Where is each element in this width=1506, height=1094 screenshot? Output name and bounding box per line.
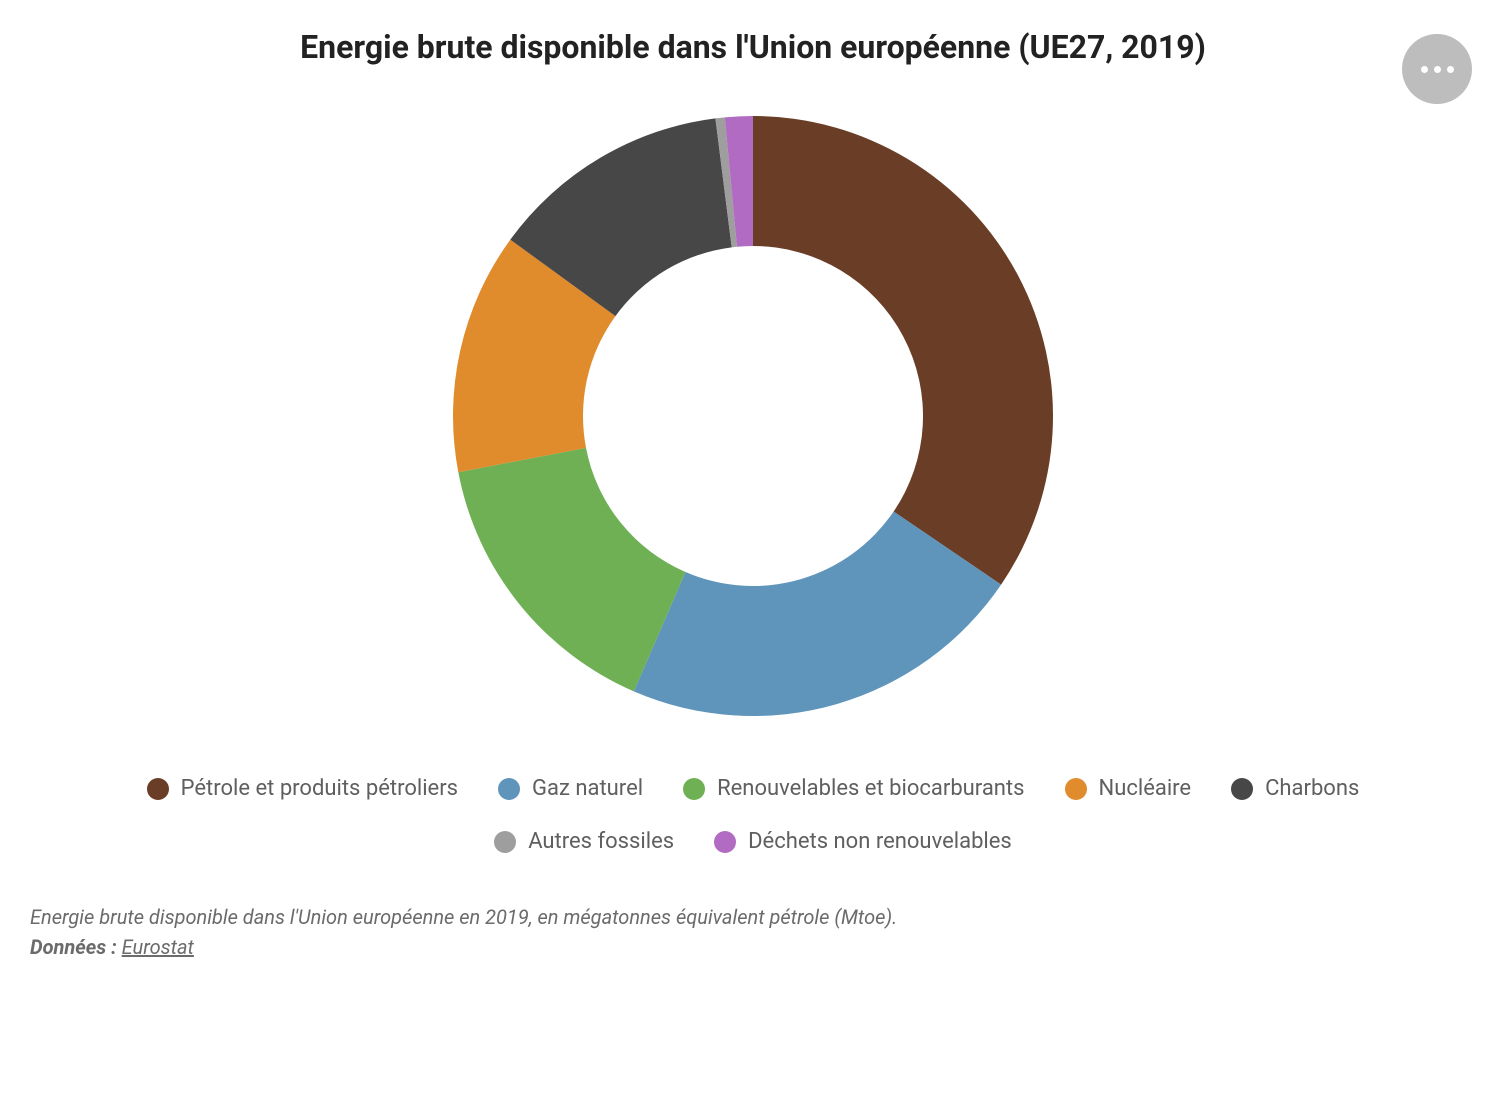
legend-swatch	[1231, 778, 1253, 800]
legend-label: Renouvelables et biocarburants	[717, 776, 1024, 801]
donut-slice[interactable]	[753, 116, 1053, 585]
legend-swatch	[498, 778, 520, 800]
chart-title: Energie brute disponible dans l'Union eu…	[0, 0, 1506, 66]
legend-item[interactable]: Déchets non renouvelables	[714, 829, 1012, 854]
caption: Energie brute disponible dans l'Union eu…	[0, 902, 1506, 992]
ellipsis-icon	[1421, 66, 1428, 73]
source-label: Données :	[30, 935, 122, 959]
legend-label: Gaz naturel	[532, 776, 643, 801]
more-options-button[interactable]	[1402, 34, 1472, 104]
ellipsis-icon	[1434, 66, 1441, 73]
legend-swatch	[1065, 778, 1087, 800]
caption-source: Données : Eurostat	[30, 932, 1476, 962]
legend-item[interactable]: Pétrole et produits pétroliers	[147, 776, 458, 801]
legend-swatch	[714, 831, 736, 853]
source-link[interactable]: Eurostat	[122, 935, 194, 959]
legend-swatch	[147, 778, 169, 800]
legend-swatch	[494, 831, 516, 853]
legend-label: Autres fossiles	[528, 829, 674, 854]
legend-item[interactable]: Autres fossiles	[494, 829, 674, 854]
legend-item[interactable]: Gaz naturel	[498, 776, 643, 801]
legend: Pétrole et produits pétroliers Gaz nature…	[0, 776, 1506, 854]
legend-item[interactable]: Charbons	[1231, 776, 1359, 801]
donut-chart[interactable]	[433, 96, 1073, 736]
donut-chart-wrap	[0, 96, 1506, 736]
legend-item[interactable]: Renouvelables et biocarburants	[683, 776, 1024, 801]
legend-label: Déchets non renouvelables	[748, 829, 1012, 854]
caption-description: Energie brute disponible dans l'Union eu…	[30, 902, 1476, 932]
legend-label: Nucléaire	[1099, 776, 1192, 801]
legend-swatch	[683, 778, 705, 800]
ellipsis-icon	[1447, 66, 1454, 73]
legend-label: Pétrole et produits pétroliers	[181, 776, 458, 801]
legend-item[interactable]: Nucléaire	[1065, 776, 1192, 801]
legend-label: Charbons	[1265, 776, 1359, 801]
chart-container: Energie brute disponible dans l'Union eu…	[0, 0, 1506, 1094]
